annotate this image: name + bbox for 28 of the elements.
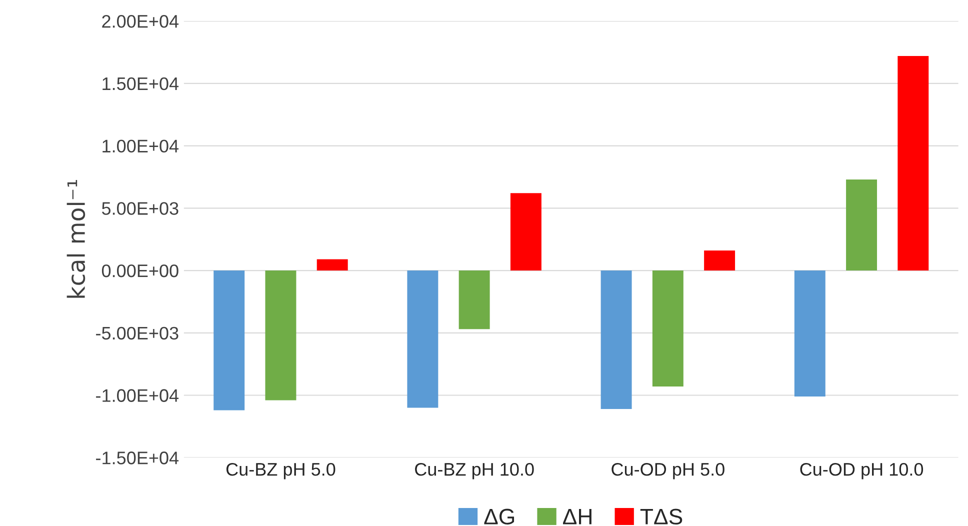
bar: [407, 270, 438, 408]
bar: [652, 270, 684, 387]
x-tick-label: Cu-OD pH 5.0: [612, 462, 724, 480]
x-tick-label: Cu-OD pH 10.0: [800, 462, 924, 480]
bar: [265, 270, 296, 400]
bar: [510, 193, 542, 271]
y-tick-label: -1.50E+04: [96, 452, 179, 464]
bar: [214, 270, 245, 410]
y-tick-label: 1.50E+04: [102, 77, 179, 90]
y-tick-label: -5.00E+03: [96, 326, 178, 340]
bar: [846, 179, 878, 271]
bar: [794, 270, 826, 396]
y-tick-label: 1.00E+04: [102, 140, 179, 152]
y-tick-label: -1.00E+04: [96, 389, 179, 402]
bar: [600, 270, 632, 409]
bar: [704, 250, 736, 271]
y-tick-label: 0.00E+00: [102, 264, 178, 278]
bar: [898, 56, 929, 271]
y-tick-label: 2.00E+04: [102, 14, 179, 28]
legend-label: TΔS: [640, 508, 682, 525]
legend-label: ΔH: [563, 508, 592, 524]
y-tick-label: 5.00E+03: [102, 202, 178, 215]
bar: [316, 259, 348, 271]
legend-label: ΔG: [484, 508, 514, 525]
x-tick-label: Cu-BZ pH 5.0: [226, 462, 336, 480]
bar: [458, 270, 490, 330]
y-axis-title: kcal mol⁻¹: [66, 180, 86, 298]
x-tick-label: Cu-BZ pH 10.0: [415, 462, 534, 480]
